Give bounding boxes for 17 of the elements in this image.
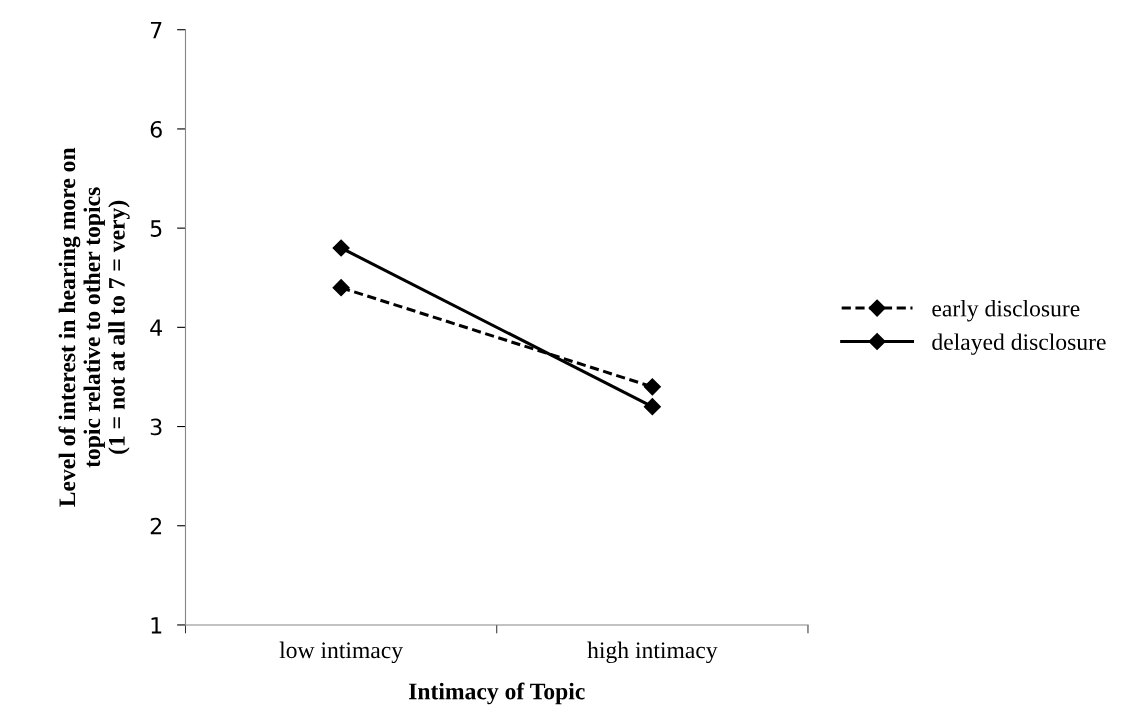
y-tick-label: 6 bbox=[150, 120, 162, 138]
y-tick-label: 3 bbox=[150, 418, 162, 436]
y-tick-label: 4 bbox=[150, 319, 163, 336]
y-tick-label: 2 bbox=[150, 517, 162, 535]
y-tick-label: 5 bbox=[150, 220, 162, 237]
x-tick-label: low intimacy bbox=[279, 641, 403, 664]
legend-label: early disclosure bbox=[932, 299, 1080, 322]
y-tick-label: 7 bbox=[150, 21, 162, 39]
point bbox=[643, 378, 661, 396]
legend-label: delayed disclosure bbox=[932, 333, 1106, 355]
y-tick-label: 1 bbox=[151, 617, 162, 634]
point bbox=[643, 398, 661, 416]
x-axis-title: Intimacy of Topic bbox=[408, 682, 585, 705]
y-axis-title: Level of interest in hearing more on topic relative to other topics (1 = not at all to 7 = very) bbox=[58, 147, 130, 507]
point bbox=[332, 239, 350, 257]
x-tick-label: high intimacy bbox=[587, 641, 718, 664]
point bbox=[332, 279, 350, 297]
